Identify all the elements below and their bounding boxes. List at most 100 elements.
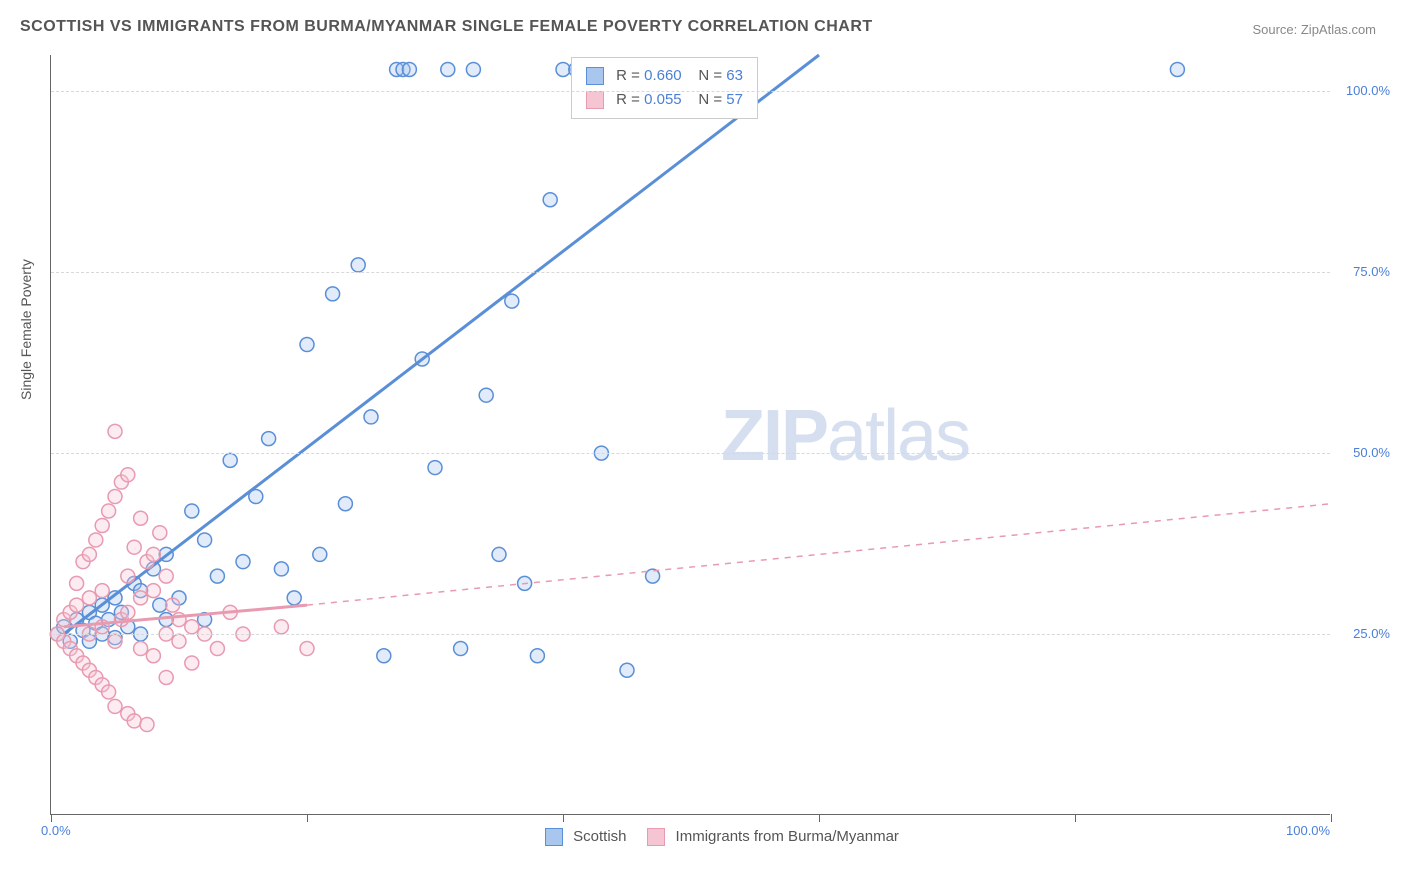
y-tick-label: 50.0% [1353,445,1390,460]
chart-plot-area: ZIPatlas R = 0.660 N = 63 R = 0.055 N = … [50,55,1330,815]
scatter-svg [51,55,1330,814]
data-point [102,504,116,518]
data-point [185,504,199,518]
data-point [326,287,340,301]
y-tick-label: 100.0% [1346,83,1390,98]
data-point [274,562,288,576]
gridline [51,453,1330,454]
data-point [153,526,167,540]
x-tick-label: 100.0% [1286,823,1330,838]
x-tick [563,814,564,822]
legend-swatch-burma-bottom [647,828,665,846]
data-point [70,576,84,590]
r-label: R = [616,91,640,108]
data-point [159,569,173,583]
data-point [505,294,519,308]
x-tick-label: 0.0% [41,823,71,838]
legend-swatch-scottish [586,67,604,85]
data-point [108,424,122,438]
data-point [479,388,493,402]
trend-line-dashed [307,504,1331,605]
data-point [646,569,660,583]
data-point [262,432,276,446]
data-point [108,699,122,713]
n-label: N = [698,67,722,84]
data-point [185,620,199,634]
data-point [300,642,314,656]
data-point [95,518,109,532]
data-point [620,663,634,677]
legend-label-burma: Immigrants from Burma/Myanmar [676,828,899,845]
gridline [51,272,1330,273]
data-point [121,605,135,619]
chart-title: SCOTTISH VS IMMIGRANTS FROM BURMA/MYANMA… [20,18,873,36]
n-value-2: 57 [726,91,743,108]
data-point [274,620,288,634]
trend-line-solid [64,55,819,634]
data-point [198,533,212,547]
data-point [102,685,116,699]
legend-row-1: R = 0.660 N = 63 [586,64,743,88]
x-tick [51,814,52,822]
x-tick [1331,814,1332,822]
data-point [556,62,570,76]
data-point [70,598,84,612]
data-point [351,258,365,272]
data-point [543,193,557,207]
data-point [146,547,160,561]
source-label: Source: ZipAtlas.com [1252,22,1376,37]
r-value-1: 0.660 [644,67,682,84]
data-point [166,598,180,612]
data-point [364,410,378,424]
data-point [402,62,416,76]
data-point [172,634,186,648]
data-point [127,540,141,554]
data-point [140,718,154,732]
y-tick-label: 75.0% [1353,264,1390,279]
data-point [89,533,103,547]
data-point [108,490,122,504]
data-point [134,511,148,525]
data-point [134,591,148,605]
legend-label-scottish: Scottish [573,828,626,845]
data-point [134,642,148,656]
x-tick [307,814,308,822]
r-value-2: 0.055 [644,91,682,108]
data-point [82,547,96,561]
data-point [441,62,455,76]
data-point [454,642,468,656]
legend-swatch-burma [586,91,604,109]
data-point [146,584,160,598]
data-point [153,598,167,612]
data-point [108,634,122,648]
x-tick [819,814,820,822]
n-value-1: 63 [726,67,743,84]
correlation-legend: R = 0.660 N = 63 R = 0.055 N = 57 [571,57,758,119]
data-point [159,670,173,684]
n-label: N = [698,91,722,108]
data-point [185,656,199,670]
data-point [82,591,96,605]
data-point [338,497,352,511]
data-point [236,555,250,569]
data-point [1170,62,1184,76]
data-point [127,714,141,728]
series-legend: Scottish Immigrants from Burma/Myanmar [545,828,899,846]
y-tick-label: 25.0% [1353,626,1390,641]
x-tick [1075,814,1076,822]
data-point [287,591,301,605]
y-axis-title: Single Female Poverty [18,259,34,400]
gridline [51,634,1330,635]
data-point [210,642,224,656]
legend-swatch-scottish-bottom [545,828,563,846]
data-point [492,547,506,561]
data-point [428,461,442,475]
data-point [300,338,314,352]
r-label: R = [616,67,640,84]
data-point [313,547,327,561]
data-point [121,569,135,583]
data-point [146,649,160,663]
data-point [121,468,135,482]
data-point [210,569,224,583]
data-point [377,649,391,663]
